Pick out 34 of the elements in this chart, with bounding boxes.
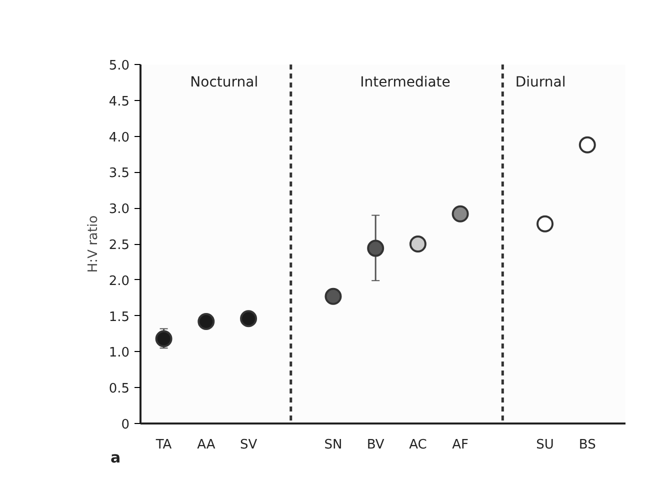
x-tick-label: BV (366, 438, 384, 452)
y-tick-label: 5.0 (108, 58, 130, 74)
point (409, 236, 426, 252)
annotation: Diurnal (515, 74, 566, 90)
x-tick-label: SN (324, 438, 342, 452)
point (452, 205, 469, 222)
y-tick-label: 3.5 (108, 166, 130, 182)
y-tick-label: 4.5 (108, 94, 130, 110)
y-tick-label: 0.5 (108, 382, 130, 397)
point (240, 310, 258, 328)
x-tick-label: TA (154, 438, 172, 452)
x-tick-label: BS (578, 438, 596, 452)
y-tick-label: 0 (121, 418, 130, 432)
text: a (110, 448, 121, 466)
y-axis-title: H:V ratio (86, 215, 101, 273)
x-tick-label: AF (452, 438, 468, 452)
x-tick-label: AA (197, 438, 216, 452)
y-tick-label: 4.0 (108, 130, 130, 146)
x-tick-label: SV (240, 438, 258, 452)
point (367, 240, 384, 257)
y-tick-label: 1.5 (108, 310, 130, 325)
point (155, 330, 172, 348)
point (324, 288, 342, 305)
point (578, 136, 596, 154)
annotation: Intermediate (360, 74, 450, 90)
y-tick-label: 2.0 (108, 274, 130, 289)
y-tick-label: 2.5 (108, 238, 130, 253)
x-tick-label: AC (409, 438, 427, 452)
point (536, 215, 554, 232)
y-tick-label: 3.0 (108, 202, 130, 218)
y-tick-label: 1.0 (108, 346, 130, 361)
x-tick-label: SU (536, 438, 554, 452)
annotation: Nocturnal (190, 74, 258, 90)
point (198, 313, 215, 330)
